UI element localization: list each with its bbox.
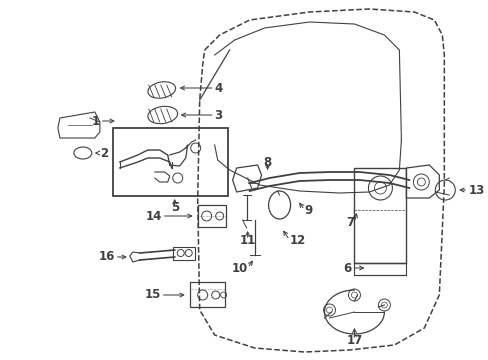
Text: 7: 7	[346, 216, 354, 229]
Text: 16: 16	[98, 251, 115, 264]
Text: 2: 2	[100, 147, 108, 159]
Text: 15: 15	[144, 288, 161, 302]
Text: 14: 14	[145, 210, 162, 222]
Bar	[172, 247, 194, 260]
Text: 12: 12	[289, 234, 305, 247]
Text: 3: 3	[214, 108, 223, 122]
Text: 17: 17	[346, 333, 362, 346]
Text: 4: 4	[214, 81, 223, 95]
Text: 11: 11	[239, 234, 255, 247]
Text: 6: 6	[343, 261, 351, 274]
Text: 8: 8	[263, 156, 271, 168]
Bar	[189, 282, 224, 307]
Bar	[113, 128, 227, 196]
Text: 13: 13	[468, 184, 484, 197]
Text: 9: 9	[304, 203, 312, 216]
Text: 1: 1	[92, 114, 100, 127]
Text: 10: 10	[231, 261, 247, 274]
Bar	[354, 168, 406, 263]
Text: 5: 5	[170, 201, 179, 213]
Bar	[197, 205, 225, 227]
